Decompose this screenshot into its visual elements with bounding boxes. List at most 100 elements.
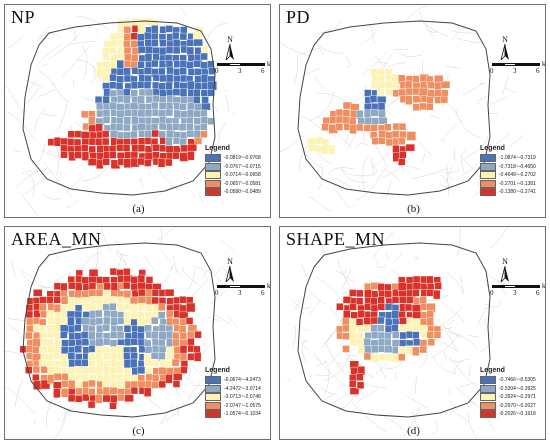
choropleth-cell — [81, 338, 90, 346]
choropleth-cell — [67, 352, 76, 360]
city-boundary — [297, 20, 491, 196]
choropleth-cell — [185, 116, 194, 125]
choropleth-cell — [109, 267, 118, 276]
choropleth-cell — [207, 117, 215, 125]
choropleth-cell — [199, 123, 208, 131]
choropleth-cell — [88, 303, 97, 311]
choropleth-cell — [164, 288, 175, 297]
choropleth-cell — [391, 130, 400, 138]
legend-entry: -0.1380~-0.2741 — [480, 188, 536, 197]
choropleth-cell — [108, 151, 117, 159]
legend-entry: -1.0574~-0.1034 — [205, 410, 261, 419]
choropleth-cell — [194, 75, 202, 84]
choropleth-cell — [53, 296, 61, 304]
choropleth-cell — [426, 96, 434, 105]
choropleth-cell — [130, 338, 139, 346]
legend-entry: -0.0657~-0.0581 — [205, 179, 261, 189]
legend-swatch — [480, 410, 496, 419]
north-arrow-icon: N — [495, 257, 515, 282]
choropleth-cell — [158, 339, 166, 347]
choropleth-cell — [94, 309, 103, 318]
choropleth-cell — [67, 366, 75, 375]
choropleth-cell — [38, 318, 47, 327]
choropleth-cell — [172, 380, 181, 388]
choropleth-cell — [74, 345, 82, 353]
choropleth-cell — [412, 289, 420, 297]
choropleth-cell — [144, 109, 153, 117]
choropleth-cell — [378, 137, 386, 145]
choropleth-cell — [193, 96, 201, 104]
legend: Legend -0.7466~-0.5305 -0.5304~-0.3925 -0.3… — [480, 367, 536, 419]
legend-title: Legend — [205, 145, 230, 152]
choropleth-cell — [95, 289, 104, 297]
choropleth-cell — [440, 95, 449, 104]
choropleth-cell — [376, 95, 387, 104]
choropleth-cell — [152, 94, 161, 103]
choropleth-cell — [342, 324, 350, 333]
legend-swatch — [480, 384, 496, 393]
choropleth-cell — [67, 316, 75, 327]
choropleth-cell — [355, 297, 364, 306]
map-panel-c: AREA_MN (c) N 0 3 6km Legend -6.0674~-4.2473-4.… — [4, 226, 271, 440]
choropleth-cell — [123, 373, 131, 382]
choropleth-cell — [342, 332, 350, 340]
legend-swatch — [205, 410, 221, 419]
scale-unit: km — [267, 282, 271, 290]
choropleth-cell — [80, 144, 89, 152]
choropleth-cell — [102, 116, 111, 124]
choropleth-cell — [187, 143, 197, 152]
choropleth-cell — [172, 373, 183, 381]
scale-tick: 0 — [490, 289, 494, 297]
choropleth-cell — [145, 304, 153, 312]
choropleth-cell — [116, 331, 125, 339]
choropleth-cell — [88, 379, 96, 388]
choropleth-cell — [348, 289, 357, 297]
choropleth-cell — [412, 338, 421, 346]
choropleth-cell — [53, 137, 62, 147]
choropleth-cell — [157, 311, 166, 319]
legend: Legend -0.0819~-0.0768 -0.0767~-0.0715 -0.0… — [205, 145, 261, 197]
choropleth-cell — [53, 303, 62, 314]
choropleth-cell — [60, 388, 69, 398]
choropleth-cell — [371, 74, 379, 82]
choropleth-cell — [32, 373, 40, 382]
choropleth-cell — [151, 338, 160, 346]
choropleth-cell — [321, 138, 330, 146]
choropleth-cell — [378, 116, 388, 125]
choropleth-cell — [335, 108, 344, 117]
choropleth-cell — [88, 116, 96, 126]
legend-swatch — [205, 179, 221, 188]
choropleth-cell — [116, 366, 124, 374]
choropleth-cell — [47, 138, 56, 146]
choropleth-cell — [405, 331, 414, 339]
choropleth-cell — [321, 123, 329, 131]
choropleth-cell — [397, 353, 406, 362]
choropleth-cell — [130, 81, 139, 90]
choropleth-cell — [137, 95, 145, 106]
choropleth-cell — [143, 387, 152, 397]
legend-swatch — [205, 401, 221, 410]
choropleth-cell — [179, 318, 188, 326]
legend-swatch — [480, 154, 496, 163]
choropleth-cell — [342, 345, 350, 353]
choropleth-cells — [306, 67, 451, 166]
choropleth-cell — [426, 102, 434, 111]
scale-tick: 6 — [261, 289, 265, 297]
choropleth-cell — [129, 309, 138, 320]
choropleth-cell — [398, 123, 407, 131]
choropleth-cell — [102, 53, 110, 61]
choropleth-cell — [398, 137, 406, 145]
choropleth-cell — [377, 67, 385, 76]
panel-sublabel: (d) — [407, 425, 420, 437]
choropleth-cell — [136, 33, 145, 41]
choropleth-cell — [426, 331, 435, 339]
choropleth-cell — [74, 395, 83, 403]
choropleth-cell — [74, 304, 83, 313]
choropleth-cell — [158, 345, 167, 354]
choropleth-cell — [60, 304, 68, 312]
choropleth-cell — [88, 282, 97, 291]
choropleth-cell — [180, 96, 188, 104]
legend-entry: -0.3924~-0.2971 — [480, 393, 536, 402]
legend-entry: -0.0819~-0.0768 — [205, 154, 261, 163]
choropleth-cell — [47, 330, 55, 339]
